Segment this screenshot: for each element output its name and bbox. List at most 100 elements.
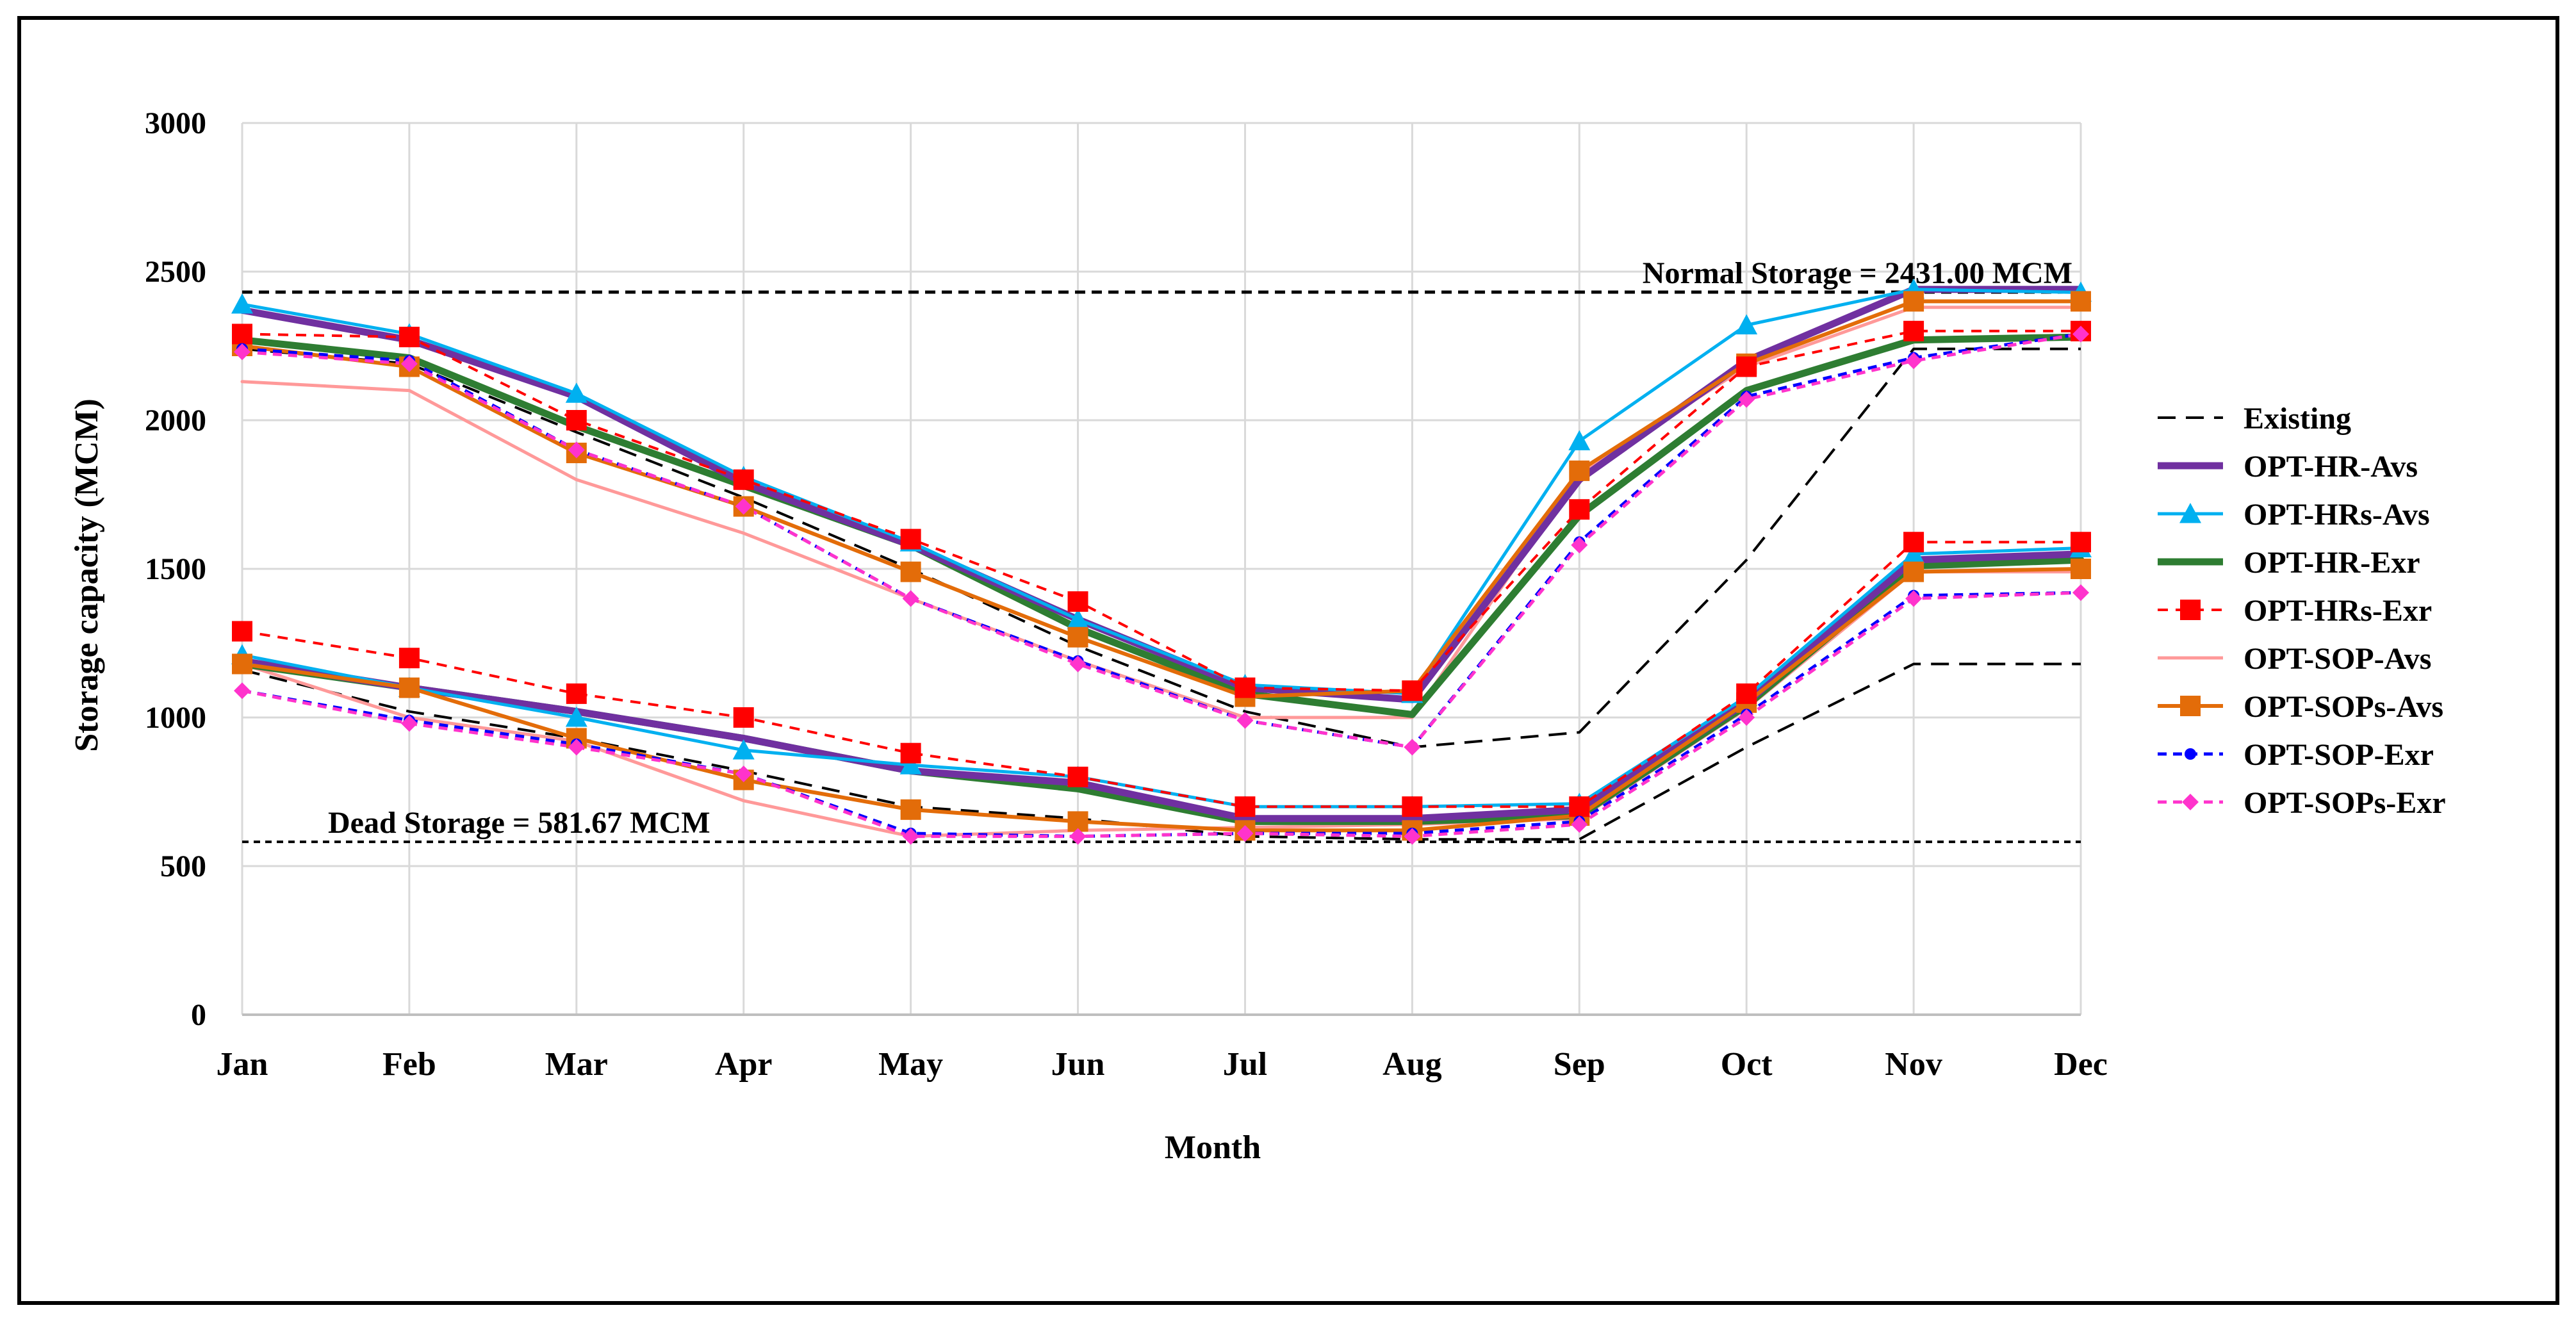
- x-tick-label: Aug: [1382, 1046, 1441, 1083]
- data-point-opt-sops-avs-upper-nov: [1903, 291, 1924, 312]
- y-tick-label: 1000: [145, 701, 206, 735]
- data-point-opt-hrs-exr-upper-feb: [398, 327, 420, 348]
- data-point-opt-sops-avs-lower-jan: [232, 653, 252, 675]
- y-tick-label: 0: [191, 998, 206, 1032]
- y-tick-label: 3000: [145, 106, 206, 140]
- x-axis-title: Month: [1165, 1129, 1261, 1166]
- data-point-opt-hrs-avs-upper-jan: [231, 293, 253, 314]
- data-point-opt-sops-exr-upper-may: [902, 590, 919, 607]
- data-point-opt-hrs-exr-lower-mar: [566, 683, 587, 704]
- data-point-opt-sops-exr-lower-jul: [1236, 824, 1254, 842]
- data-point-opt-hrs-avs-lower-apr: [732, 739, 755, 760]
- series-line-opt-hrs-avs-upper: [240, 288, 2083, 696]
- data-point-opt-sops-exr-upper-jun: [1069, 655, 1087, 673]
- data-point-opt-hrs-exr-lower-feb: [398, 648, 420, 669]
- x-tick-label: Jun: [1051, 1046, 1105, 1083]
- data-point-opt-hrs-exr-lower-oct: [1736, 683, 1757, 704]
- data-point-opt-sops-avs-lower-dec: [2071, 559, 2091, 579]
- data-point-opt-sops-exr-lower-jun: [1069, 828, 1087, 845]
- data-point-opt-sops-exr-lower-jan: [234, 682, 250, 700]
- data-point-opt-hrs-exr-upper-oct: [1736, 356, 1757, 377]
- data-point-opt-hrs-avs-upper-sep: [1568, 430, 1591, 450]
- data-point-opt-sops-exr-lower-feb: [400, 715, 418, 732]
- legend-label-opt-sops-exr: OPT-SOPs-Exr: [2244, 786, 2446, 820]
- y-axis-title: Storage capacity (MCM): [69, 398, 105, 752]
- data-point-opt-sops-exr-lower-dec: [2072, 584, 2089, 602]
- x-tick-label: Sep: [1554, 1046, 1605, 1083]
- legend-label-opt-sop-avs: OPT-SOP-Avs: [2244, 642, 2431, 676]
- data-point-opt-sops-exr-upper-nov: [1905, 352, 1923, 370]
- x-tick-label: Feb: [382, 1046, 436, 1083]
- data-point-opt-sops-exr-upper-jul: [1236, 712, 1254, 729]
- data-point-opt-sops-avs-upper-jun: [1067, 627, 1088, 648]
- outer-frame: [17, 16, 2559, 1305]
- series-line-opt-sop-exr-lower: [242, 591, 2081, 839]
- data-point-opt-sops-avs-lower-feb: [398, 677, 420, 698]
- legend-label-opt-hr-exr: OPT-HR-Exr: [2244, 546, 2420, 580]
- data-point-opt-hrs-avs-lower-nov: [1903, 543, 1925, 564]
- x-tick-label: Mar: [545, 1046, 608, 1083]
- data-point-opt-sops-exr-lower-oct: [1738, 709, 1755, 726]
- legend-label-opt-hr-avs: OPT-HR-Avs: [2244, 450, 2418, 484]
- x-tick-label: Apr: [715, 1046, 773, 1083]
- data-point-opt-sops-exr-lower-aug: [1404, 828, 1421, 845]
- data-point-opt-hrs-exr-upper-aug: [1402, 680, 1423, 701]
- data-point-opt-hrs-exr-upper-mar: [566, 410, 587, 430]
- series-line-existing-upper: [242, 347, 2081, 749]
- data-point-opt-hrs-exr-lower-jul: [1235, 796, 1256, 817]
- legend-marker-opt-hrs-exr: [2180, 600, 2201, 620]
- y-tick-label: 2500: [145, 255, 206, 289]
- data-point-opt-sops-exr-upper-jan: [234, 343, 250, 361]
- data-point-opt-hrs-exr-upper-jun: [1067, 591, 1088, 612]
- data-point-opt-hrs-exr-upper-jul: [1235, 677, 1256, 698]
- legend-label-opt-hrs-avs: OPT-HRs-Avs: [2244, 498, 2430, 532]
- y-tick-label: 1500: [145, 552, 206, 586]
- legend-marker-opt-hrs-avs: [2179, 503, 2201, 523]
- data-point-opt-hrs-exr-lower-jun: [1067, 766, 1088, 787]
- data-point-opt-sops-exr-upper-feb: [400, 355, 418, 372]
- series-line-opt-sops-avs-lower: [240, 567, 2083, 833]
- data-point-opt-hrs-exr-upper-sep: [1569, 499, 1590, 520]
- data-point-opt-hrs-avs-upper-mar: [565, 382, 587, 403]
- legend-label-opt-hrs-exr: OPT-HRs-Exr: [2244, 594, 2432, 628]
- data-point-opt-hrs-exr-lower-nov: [1903, 532, 1924, 553]
- legend: Existing OPT-HR-Avs OPT-HRs-Avs OPT-HR-Exr O…: [2158, 402, 2446, 820]
- data-point-opt-sops-exr-upper-mar: [568, 441, 585, 459]
- legend-marker-opt-sop-exr: [2185, 748, 2196, 760]
- legend-label-opt-sop-exr: OPT-SOP-Exr: [2244, 738, 2434, 772]
- x-tick-label: Jan: [217, 1046, 268, 1083]
- data-point-opt-sops-exr-upper-apr: [735, 498, 752, 515]
- data-point-opt-sops-avs-upper-may: [900, 561, 921, 582]
- legend-marker-opt-sops-exr: [2182, 794, 2199, 810]
- data-point-opt-sops-exr-lower-mar: [568, 739, 585, 756]
- series-line-opt-hrs-exr-lower: [242, 541, 2081, 808]
- legend-marker-opt-sops-avs: [2180, 696, 2201, 716]
- series-line-opt-sops-exr-upper: [242, 332, 2081, 749]
- data-point-opt-hrs-exr-lower-jan: [232, 621, 252, 642]
- data-point-opt-hrs-exr-upper-jan: [232, 324, 252, 345]
- data-point-opt-sops-avs-upper-sep: [1569, 460, 1590, 481]
- data-point-opt-hrs-exr-upper-may: [900, 528, 921, 550]
- reference-label-dead-storage: Dead Storage = 581.67 MCM: [328, 806, 710, 840]
- data-point-opt-sops-avs-lower-may: [900, 799, 921, 820]
- data-point-opt-sops-exr-lower-apr: [735, 766, 752, 783]
- data-point-opt-hrs-exr-lower-may: [900, 742, 921, 764]
- reference-lines: Normal Storage = 2431.00 MCM Dead Storage…: [242, 256, 2081, 844]
- x-tick-label: Jul: [1223, 1046, 1267, 1083]
- x-tick-label: May: [878, 1046, 943, 1083]
- series-lines: [238, 286, 2085, 841]
- data-point-opt-hrs-avs-upper-jun: [1067, 608, 1089, 629]
- y-tick-label: 2000: [145, 404, 206, 438]
- data-point-opt-sops-exr-upper-dec: [2072, 325, 2089, 343]
- data-point-opt-sops-exr-lower-sep: [1571, 816, 1588, 833]
- data-point-opt-sops-avs-upper-dec: [2071, 291, 2091, 312]
- data-point-opt-sops-exr-lower-may: [902, 828, 919, 845]
- data-point-opt-hrs-exr-lower-apr: [733, 707, 754, 728]
- series-line-opt-sops-avs-upper: [240, 299, 2083, 699]
- data-point-opt-hrs-avs-lower-mar: [565, 707, 587, 727]
- data-point-opt-sops-exr-upper-sep: [1571, 536, 1588, 553]
- y-tick-label: 500: [160, 849, 206, 883]
- data-point-opt-hrs-exr-lower-aug: [1402, 796, 1423, 817]
- reference-label-normal-storage: Normal Storage = 2431.00 MCM: [1643, 256, 2072, 290]
